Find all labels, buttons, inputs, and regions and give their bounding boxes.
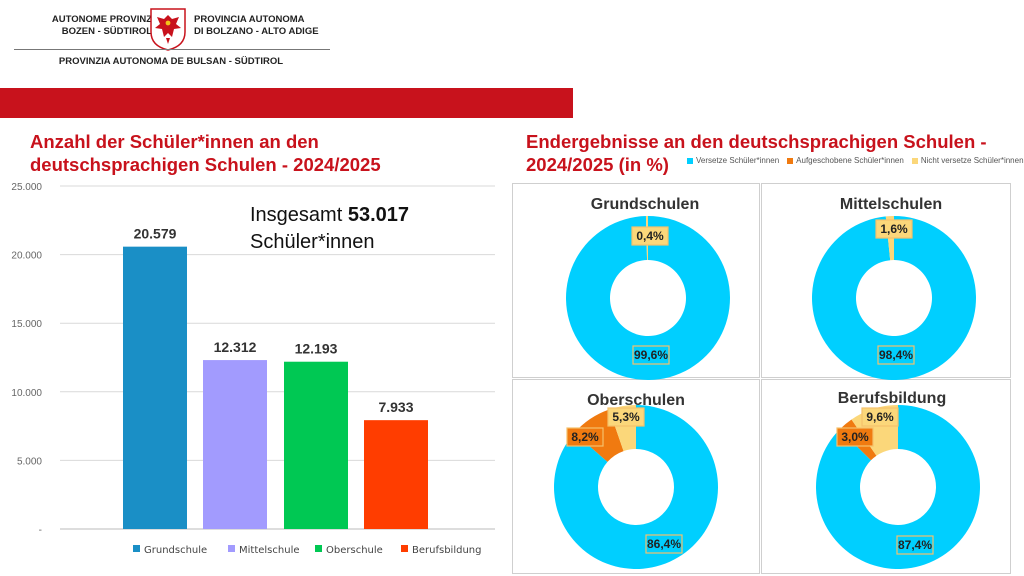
logo-de-line1: AUTONOME PROVINZ <box>51 14 152 25</box>
donut-label-box <box>645 534 683 554</box>
y-tick-label: 10.000 <box>11 388 42 399</box>
donut-pct-label: 0,4% <box>636 229 664 243</box>
donut-berufsbildung: Berufsbildung 87,4% 3,0% 9,6% <box>815 390 980 569</box>
donut-legend: Versetze Schüler*innen Aufgeschobene Schü… <box>687 156 1024 165</box>
logo-text-italian: PROVINCIA AUTONOMA DI BOLZANO - ALTO ADI… <box>194 14 334 38</box>
donut-label-box <box>631 226 669 246</box>
donut-label-box <box>875 219 913 239</box>
students-bar-chart: - 5.000 10.000 15.000 20.000 25.000 20.579 12.… <box>11 182 495 556</box>
bar-value-label: 12.312 <box>214 339 257 355</box>
bar-oberschule <box>284 361 348 529</box>
right-title-line1: Endergebnisse an den deutschsprachigen S… <box>526 131 987 152</box>
donut-pct-label: 1,6% <box>880 222 908 236</box>
legend-swatch <box>133 545 140 552</box>
donut-oberschulen: Oberschulen 86,4% 8,2% 5,3% <box>554 392 718 569</box>
donut-legend-label: Nicht versetze Schüler*innen <box>920 156 1024 165</box>
legend-label: Oberschule <box>326 545 383 556</box>
donut-legend-swatch <box>687 157 693 164</box>
donut-label-box <box>896 535 934 555</box>
logo-divider <box>14 49 330 50</box>
donut-label-box <box>566 427 604 447</box>
logo-text-ladin: PROVINZIA AUTONOMA DE BULSAN - SÜDTIROL <box>58 56 284 67</box>
donut-pct-label: 99,6% <box>634 348 668 362</box>
donut-slice-versetze <box>815 405 980 569</box>
total-annotation-line2: Schüler*innen <box>250 231 375 253</box>
donut-legend-swatch <box>911 157 918 164</box>
left-title-line2: deutschsprachigen Schulen - 2024/2025 <box>30 154 381 175</box>
donut-title: Grundschulen <box>591 196 699 213</box>
total-annotation-value: 53.017 <box>348 204 409 226</box>
eagle-coat-of-arms-icon <box>150 8 186 51</box>
legend-label: Grundschule <box>144 545 207 556</box>
donut-pct-label: 9,6% <box>866 410 894 424</box>
donut-pct-label: 8,2% <box>571 430 599 444</box>
donut-pct-label: 5,3% <box>612 410 640 424</box>
right-chart-title: Endergebnisse an den deutschsprachigen S… <box>526 130 1006 176</box>
donut-legend-label: Aufgeschobene Schüler*innen <box>796 156 904 165</box>
total-annotation: Insgesamt 53.017 Schüler*innen <box>250 204 415 253</box>
donut-legend-label: Versetze Schüler*innen <box>696 156 780 165</box>
bar-value-label: 20.579 <box>134 226 177 242</box>
donut-pct-label: 3,0% <box>841 430 869 444</box>
donut-legend-item: Aufgeschobene Schüler*innen <box>787 156 904 165</box>
donut-slice-versetze <box>811 216 976 380</box>
donut-title: Mittelschulen <box>840 196 942 213</box>
donut-label-box <box>607 407 645 427</box>
donut-pct-label: 98,4% <box>879 348 913 362</box>
y-tick-label: - <box>39 525 42 536</box>
red-header-band <box>0 88 573 118</box>
logo-de-line2: BOZEN - SÜDTIROL <box>61 26 152 37</box>
logo-it-line1: PROVINCIA AUTONOMA <box>194 14 305 25</box>
legend-swatch <box>401 545 408 552</box>
bar-mittelschule <box>203 360 267 529</box>
donut-mittelschulen: Mittelschulen 98,4% 1,6% <box>811 196 976 380</box>
province-logo: AUTONOME PROVINZ BOZEN - SÜDTIROL PROVIN… <box>12 0 330 72</box>
bar-series <box>123 246 428 529</box>
donut-legend-item: Versetze Schüler*innen <box>687 156 779 165</box>
donut-label-box <box>632 345 670 365</box>
donut-slice-versetze <box>566 216 731 380</box>
y-tick-label: 5.000 <box>17 456 42 467</box>
donut-legend-swatch <box>787 157 794 164</box>
donut-pct-label: 87,4% <box>898 538 932 552</box>
bar-value-label: 12.193 <box>295 341 338 357</box>
donut-label-box <box>861 407 899 427</box>
y-tick-label: 15.000 <box>11 319 42 330</box>
legend-label: Berufsbildung <box>412 545 481 556</box>
left-chart-title: Anzahl der Schüler*innen an den deutschs… <box>30 130 490 176</box>
donut-legend-item: Nicht versetze Schüler*innen <box>911 156 1024 165</box>
legend-swatch <box>228 545 235 552</box>
left-title-line1: Anzahl der Schüler*innen an den <box>30 131 319 152</box>
y-tick-label: 20.000 <box>11 251 42 262</box>
donut-label-box <box>836 427 874 447</box>
donut-label-box <box>877 345 915 365</box>
bar-legend: Grundschule Mittelschule Oberschule Berufsb… <box>133 545 481 556</box>
y-tick-label: 25.000 <box>11 182 42 193</box>
bar-grundschule <box>123 246 187 529</box>
bar-y-axis: - 5.000 10.000 15.000 20.000 25.000 <box>11 182 42 536</box>
logo-it-line2: DI BOLZANO - ALTO ADIGE <box>194 26 319 37</box>
total-annotation-prefix: Insgesamt <box>250 204 348 226</box>
bar-value-label: 7.933 <box>378 399 413 415</box>
bar-value-labels: 20.579 12.312 12.193 7.933 <box>134 226 414 416</box>
bar-berufsbildung <box>364 420 428 529</box>
legend-swatch <box>315 545 322 552</box>
donut-pct-label: 86,4% <box>647 537 681 551</box>
donut-grundschulen: Grundschulen 99,6% 0,4% <box>566 196 731 380</box>
right-title-line2: 2024/2025 (in %) <box>526 154 669 175</box>
donut-title: Oberschulen <box>587 392 685 409</box>
donut-title: Berufsbildung <box>838 390 946 407</box>
donut-slice-versetze <box>554 405 718 569</box>
logo-text-german: AUTONOME PROVINZ BOZEN - SÜDTIROL <box>40 14 152 38</box>
legend-label: Mittelschule <box>239 545 300 556</box>
